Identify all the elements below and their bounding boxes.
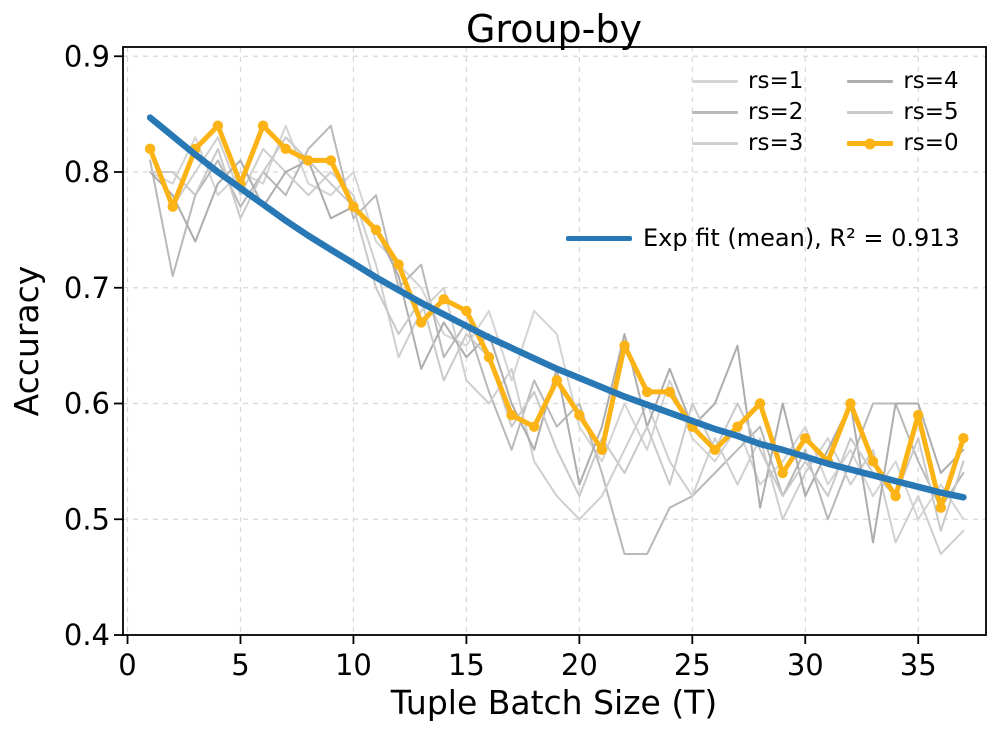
- marker-rs=0: [348, 201, 359, 212]
- legend-line-swatch: [692, 76, 738, 88]
- legend-item-rs=5: rs=5: [847, 97, 959, 128]
- marker-rs=0: [732, 421, 743, 432]
- marker-rs=0: [619, 340, 630, 351]
- marker-rs=0: [551, 375, 562, 386]
- marker-rs=0: [212, 120, 224, 131]
- legend-item-rs=4: rs=4: [847, 66, 959, 97]
- x-axis-label: Tuple Batch Size (T): [390, 683, 717, 722]
- y-tick-label: 0.8: [64, 155, 110, 189]
- legend-line-swatch: [847, 138, 894, 150]
- legend-item-rs=1: rs=1: [692, 66, 803, 97]
- fit-legend-label: Exp fit (mean), R² = 0.913: [643, 224, 960, 252]
- marker-rs=0: [483, 352, 495, 363]
- fit-line-swatch: [566, 235, 632, 241]
- series-line-rs=5: [149, 136, 965, 532]
- marker-rs=0: [596, 444, 608, 456]
- marker-rs=0: [506, 409, 517, 421]
- legend-label: rs=0: [903, 130, 959, 156]
- x-tick-label: 5: [231, 648, 249, 682]
- marker-rs=0: [641, 386, 653, 398]
- fit-line: [146, 114, 967, 501]
- marker-rs=0: [303, 155, 314, 166]
- marker-rs=0: [574, 409, 585, 421]
- y-tick-label: 0.4: [64, 618, 110, 652]
- legend-fit: Exp fit (mean), R² = 0.913: [566, 224, 960, 252]
- legend-line-swatch: [692, 107, 738, 119]
- marker-rs=0: [257, 120, 269, 131]
- marker-rs=0: [167, 201, 178, 212]
- chart-title: Group-by: [466, 7, 642, 51]
- axis-ticks: [114, 55, 920, 644]
- marker-rs=0: [664, 386, 675, 398]
- y-tick-label: 0.5: [64, 502, 110, 536]
- marker-rs=0: [913, 409, 924, 421]
- x-tick-label: 30: [787, 648, 824, 682]
- x-tick-label: 35: [900, 648, 937, 682]
- x-tick-label: 0: [118, 648, 136, 682]
- marker-rs=0: [325, 155, 337, 166]
- marker-rs=0: [800, 433, 811, 444]
- marker-rs=0: [958, 433, 969, 444]
- legend-label: rs=4: [903, 68, 959, 94]
- y-tick-label: 0.7: [64, 271, 110, 305]
- legend-label: rs=1: [748, 68, 804, 94]
- y-axis-label: Accuracy: [7, 266, 46, 417]
- x-tick-label: 10: [335, 648, 372, 682]
- marker-rs=0: [890, 490, 901, 502]
- marker-rs=0: [370, 224, 382, 236]
- legend-item-rs=3: rs=3: [692, 128, 803, 159]
- marker-rs=0: [461, 305, 472, 317]
- x-tick-label: 15: [448, 648, 485, 682]
- series-lines: [144, 114, 969, 555]
- marker-rs=0: [393, 259, 404, 270]
- marker-rs=0: [777, 467, 788, 479]
- legend-marker-dot: [864, 138, 876, 149]
- marker-rs=0: [280, 143, 291, 155]
- axis-tick-labels: 0 5 10 15 20 25 30 35 0.4 0.5 0.6 0.7 0.8 0.9: [64, 39, 937, 682]
- legend-item-rs=2: rs=2: [692, 97, 803, 128]
- x-tick-label: 20: [561, 648, 598, 682]
- legend-runs: rs=1 rs=2 rs=3 rs=4 rs=5 rs=0: [692, 66, 959, 159]
- marker-rs=0: [845, 398, 856, 409]
- legend-label: rs=5: [903, 99, 959, 125]
- legend-line-swatch: [847, 107, 894, 119]
- marker-rs=0: [416, 317, 427, 328]
- legend-label: rs=2: [748, 99, 804, 125]
- marker-rs=0: [709, 444, 721, 456]
- series-line-rs=2: [149, 124, 965, 555]
- x-tick-label: 25: [674, 648, 711, 682]
- marker-rs=0: [438, 294, 450, 305]
- legend-item-rs=0: rs=0: [847, 128, 959, 159]
- plot-border: [122, 46, 987, 636]
- marker-rs=0: [754, 398, 766, 409]
- legend-label: rs=3: [748, 130, 804, 156]
- legend-line-swatch: [692, 138, 738, 150]
- marker-rs=0: [528, 421, 540, 432]
- legend-line-swatch: [847, 76, 894, 88]
- series-line-rs=1: [149, 124, 965, 521]
- series-line-rs=3: [149, 136, 965, 555]
- marker-rs=0: [144, 143, 156, 155]
- y-tick-label: 0.9: [64, 39, 110, 73]
- marker-rs=0: [867, 456, 879, 467]
- marker-rs=0: [935, 502, 947, 513]
- y-tick-label: 0.6: [64, 387, 110, 421]
